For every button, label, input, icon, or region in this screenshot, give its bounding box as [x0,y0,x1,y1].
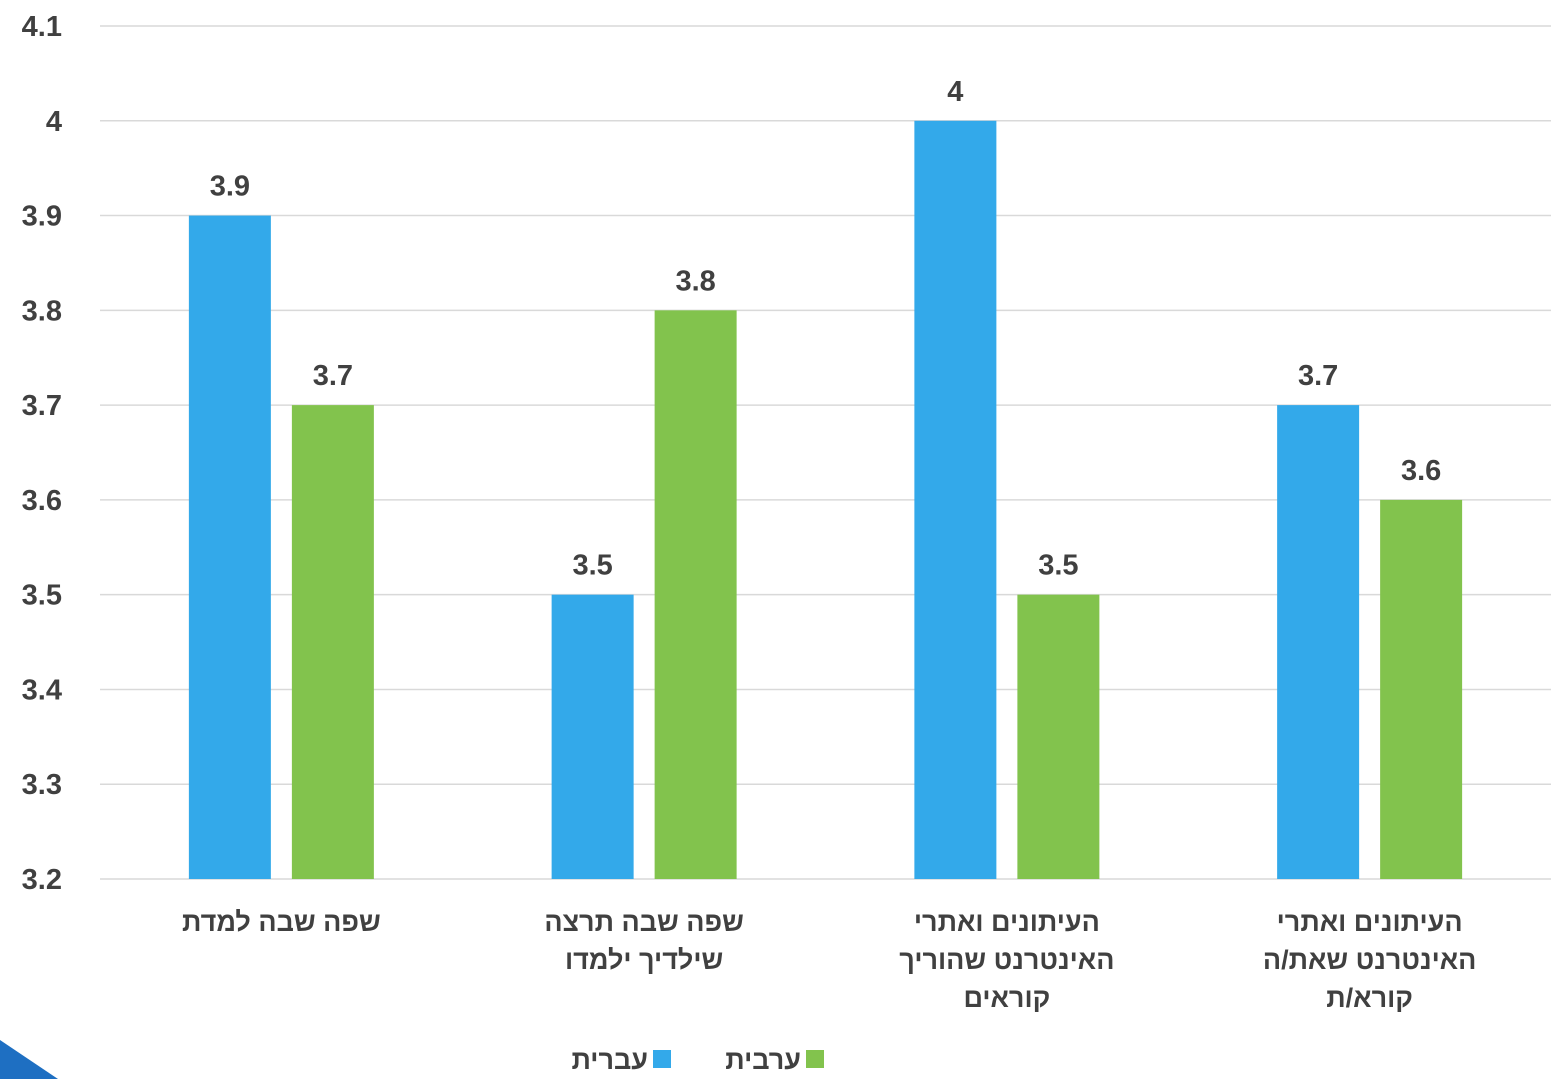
y-tick-label: 4.1 [22,11,62,43]
y-tick-label: 3.7 [22,390,62,422]
category-label: שילדיך ילמדו [565,945,723,975]
bar [1017,594,1100,879]
bar [188,215,271,880]
category-label: העיתונים ואתרי [914,907,1100,937]
y-tick-label: 3.9 [22,201,62,233]
data-labels: 3.9 3.5 4 3.7 3.7 3.8 3.5 3.6 [210,76,1442,582]
corner-accent-decoration [0,1040,58,1079]
bars [188,120,1463,880]
bar [1380,499,1463,879]
y-tick-label: 3.3 [22,769,62,801]
legend-swatch [806,1050,824,1068]
category-label: העיתונים ואתרי [1277,907,1463,937]
legend-label: ערבית [725,1045,801,1075]
x-axis-categories: שפה שבה למדת שפה שבה תרצה שילדיך ילמדו העית… [182,907,1476,1013]
data-label: 3.7 [313,360,353,392]
y-tick-label: 3.6 [22,485,62,517]
category-label: קוראים [963,983,1050,1013]
data-label: 3.8 [675,265,715,297]
y-tick-label: 4 [46,106,62,138]
category-label: קורא/ת [1326,983,1413,1013]
y-tick-label: 3.5 [22,580,62,612]
category-label: שפה שבה למדת [182,907,381,937]
data-label: 3.5 [572,550,612,582]
data-label: 3.7 [1298,360,1338,392]
bar [551,594,634,879]
data-label: 3.6 [1401,455,1441,487]
category-label: האינטרנט שהוריך [899,945,1114,975]
bar [654,310,737,879]
y-axis: 3.2 3.3 3.4 3.5 3.6 3.7 3.8 3.9 4 4.1 [22,11,62,896]
data-label: 4 [947,76,963,108]
y-tick-label: 3.2 [22,864,62,896]
legend: עברית ערבית [571,1045,824,1075]
bar [291,405,374,879]
bar [1277,405,1360,879]
legend-swatch [653,1050,671,1068]
data-label: 3.5 [1038,550,1078,582]
y-tick-label: 3.8 [22,295,62,327]
data-label: 3.9 [210,171,250,203]
y-tick-label: 3.4 [22,674,62,706]
category-label: האינטרנט שאת/ה [1263,945,1477,975]
category-label: שפה שבה תרצה [544,907,743,937]
legend-label: עברית [571,1045,648,1075]
bar [914,120,997,880]
